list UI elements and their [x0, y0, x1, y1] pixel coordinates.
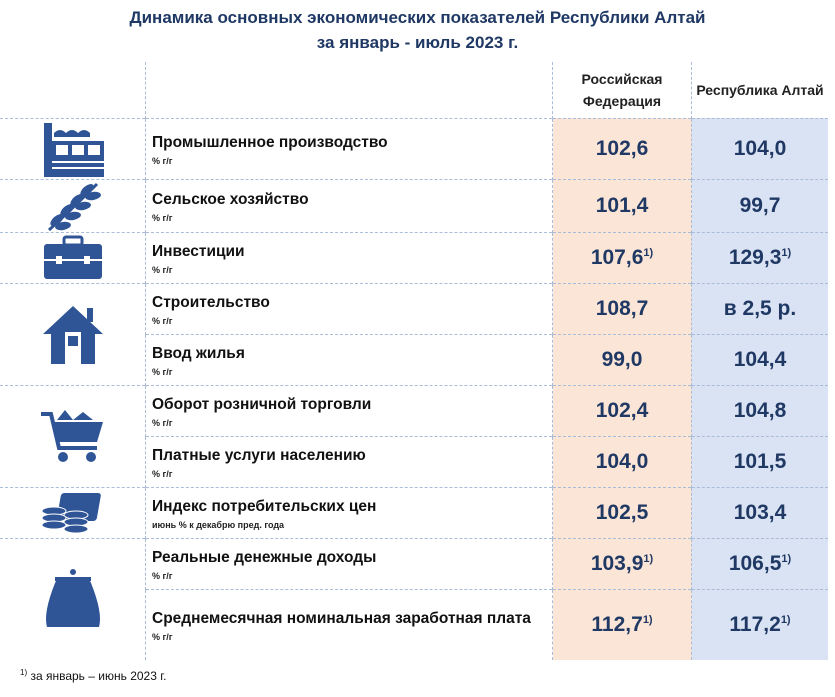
ra-value: 104,0 — [733, 136, 787, 160]
table-row: Среднемесячная номинальная заработная пл… — [0, 588, 828, 660]
ra-value-cell: 106,51) — [691, 537, 828, 589]
rf-value: 102,6 — [595, 136, 649, 160]
indicator-label: Среднемесячная номинальная заработная пл… — [152, 609, 531, 627]
indicators-table: Российская Федерация Республика Алтай Пр… — [0, 62, 828, 660]
rf-value-cell: 102,6 — [552, 117, 692, 179]
ra-value: 106,5 — [728, 551, 782, 575]
indicator-label: Строительство — [152, 293, 270, 311]
rf-value-cell: 104,0 — [552, 435, 692, 487]
indicator-label: Ввод жилья — [152, 344, 245, 362]
footnote: 1) за январь – июнь 2023 г. — [20, 668, 166, 683]
indicator-unit: % г/г — [152, 155, 173, 166]
rf-value-cell: 102,4 — [552, 384, 692, 436]
indicator-label: Платные услуги населению — [152, 446, 366, 464]
indicator-label: Индекс потребительских цен — [152, 497, 377, 515]
ra-value-cell: 104,4 — [691, 333, 828, 385]
table-row: Промышленное производство % г/г 102,6 104,0 — [0, 117, 828, 179]
indicator-label: Сельское хозяйство — [152, 190, 309, 208]
rf-value: 101,4 — [595, 193, 649, 217]
table-row: Инвестиции% г/г 107,61) 129,31) — [0, 231, 828, 283]
cart-icon — [0, 408, 145, 464]
rf-value: 103,9 — [590, 551, 644, 575]
indicator-unit: % г/г — [152, 212, 173, 223]
ra-value: 101,5 — [733, 449, 787, 473]
indicator-unit: % г/г — [152, 264, 173, 275]
indicator-label: Промышленное производство — [152, 133, 388, 151]
ra-value-cell: 129,31) — [691, 231, 828, 283]
coins-icon — [0, 489, 145, 537]
table-row: Платные услуги населению % г/г 104,0 101,5 — [0, 435, 828, 487]
factory-icon — [0, 119, 145, 179]
footnote-mark: 1) — [20, 668, 28, 677]
rf-note: 1) — [643, 552, 654, 565]
indicator-label: Инвестиции — [152, 242, 245, 260]
ra-value: 104,8 — [733, 398, 787, 422]
rf-value: 102,4 — [595, 398, 649, 422]
indicator-unit: % г/г — [152, 468, 173, 479]
indicator-label: Реальные денежные доходы — [152, 548, 377, 566]
indicator-unit: июнь % к декабрю пред. года — [152, 519, 285, 530]
rf-value-cell: 102,5 — [552, 486, 692, 538]
rf-value: 112,7 — [591, 612, 643, 636]
ra-value-cell: 103,4 — [691, 486, 828, 538]
rf-value-cell: 103,91) — [552, 537, 692, 589]
rf-value-cell: 99,0 — [552, 333, 692, 385]
ra-value: 117,2 — [729, 612, 781, 636]
rf-value: 108,7 — [595, 296, 649, 320]
table-row: Оборот розничной торговли % г/г 102,4 104,8 — [0, 384, 828, 487]
ra-note: 1) — [781, 246, 792, 259]
ra-note: 1) — [780, 613, 791, 626]
rf-note: 1) — [642, 613, 653, 626]
ra-value-cell: 104,0 — [691, 117, 828, 179]
ra-value: 99,7 — [739, 193, 781, 217]
table-row: Сельское хозяйство % г/г 101,4 99,7 — [0, 178, 828, 232]
table-row: Индекс потребительских цен июнь % к декаб… — [0, 486, 828, 538]
briefcase-icon — [0, 235, 145, 281]
indicator-unit: % г/г — [152, 366, 173, 377]
column-header-rf: Российская Федерация — [552, 62, 692, 118]
rf-value: 107,6 — [590, 245, 644, 269]
title-line-2: за январь - июль 2023 г. — [316, 33, 519, 52]
ra-note: 1) — [781, 552, 792, 565]
indicator-unit: % г/г — [152, 570, 173, 581]
ra-value-cell: в 2,5 р. — [691, 282, 828, 334]
rf-value: 102,5 — [595, 500, 649, 524]
rf-value: 99,0 — [601, 347, 643, 371]
indicator-unit: % г/г — [152, 417, 173, 428]
title-line-1: Динамика основных экономических показате… — [129, 8, 706, 27]
house-icon — [0, 302, 145, 366]
rf-value-cell: 108,7 — [552, 282, 692, 334]
table-row: Ввод жилья % г/г 99,0 104,4 — [0, 333, 828, 385]
rf-note: 1) — [643, 246, 654, 259]
ra-value: 104,4 — [733, 347, 787, 371]
ra-value: в 2,5 р. — [723, 296, 797, 320]
rf-value-cell: 107,61) — [552, 231, 692, 283]
wheat-icon — [0, 180, 145, 232]
rf-value: 104,0 — [595, 449, 649, 473]
footnote-text: за январь – июнь 2023 г. — [27, 669, 167, 683]
rf-value-cell: 101,4 — [552, 178, 692, 232]
ra-value: 129,3 — [728, 245, 782, 269]
column-header-ra: Республика Алтай — [691, 62, 828, 118]
ra-value: 103,4 — [733, 500, 787, 524]
indicator-unit: % г/г — [152, 631, 173, 642]
indicator-label: Оборот розничной торговли — [152, 395, 372, 413]
rf-value-cell: 112,71) — [552, 588, 692, 660]
ra-value-cell: 104,8 — [691, 384, 828, 436]
purse-icon — [0, 567, 145, 631]
table-row: Реальные денежные доходы% г/г 103,91) 106,… — [0, 537, 828, 660]
ra-value-cell: 99,7 — [691, 178, 828, 232]
indicator-unit: % г/г — [152, 315, 173, 326]
ra-value-cell: 117,21) — [691, 588, 828, 660]
ra-value-cell: 101,5 — [691, 435, 828, 487]
table-row: Строительство % г/г 108,7 в 2,5 р. — [0, 282, 828, 385]
